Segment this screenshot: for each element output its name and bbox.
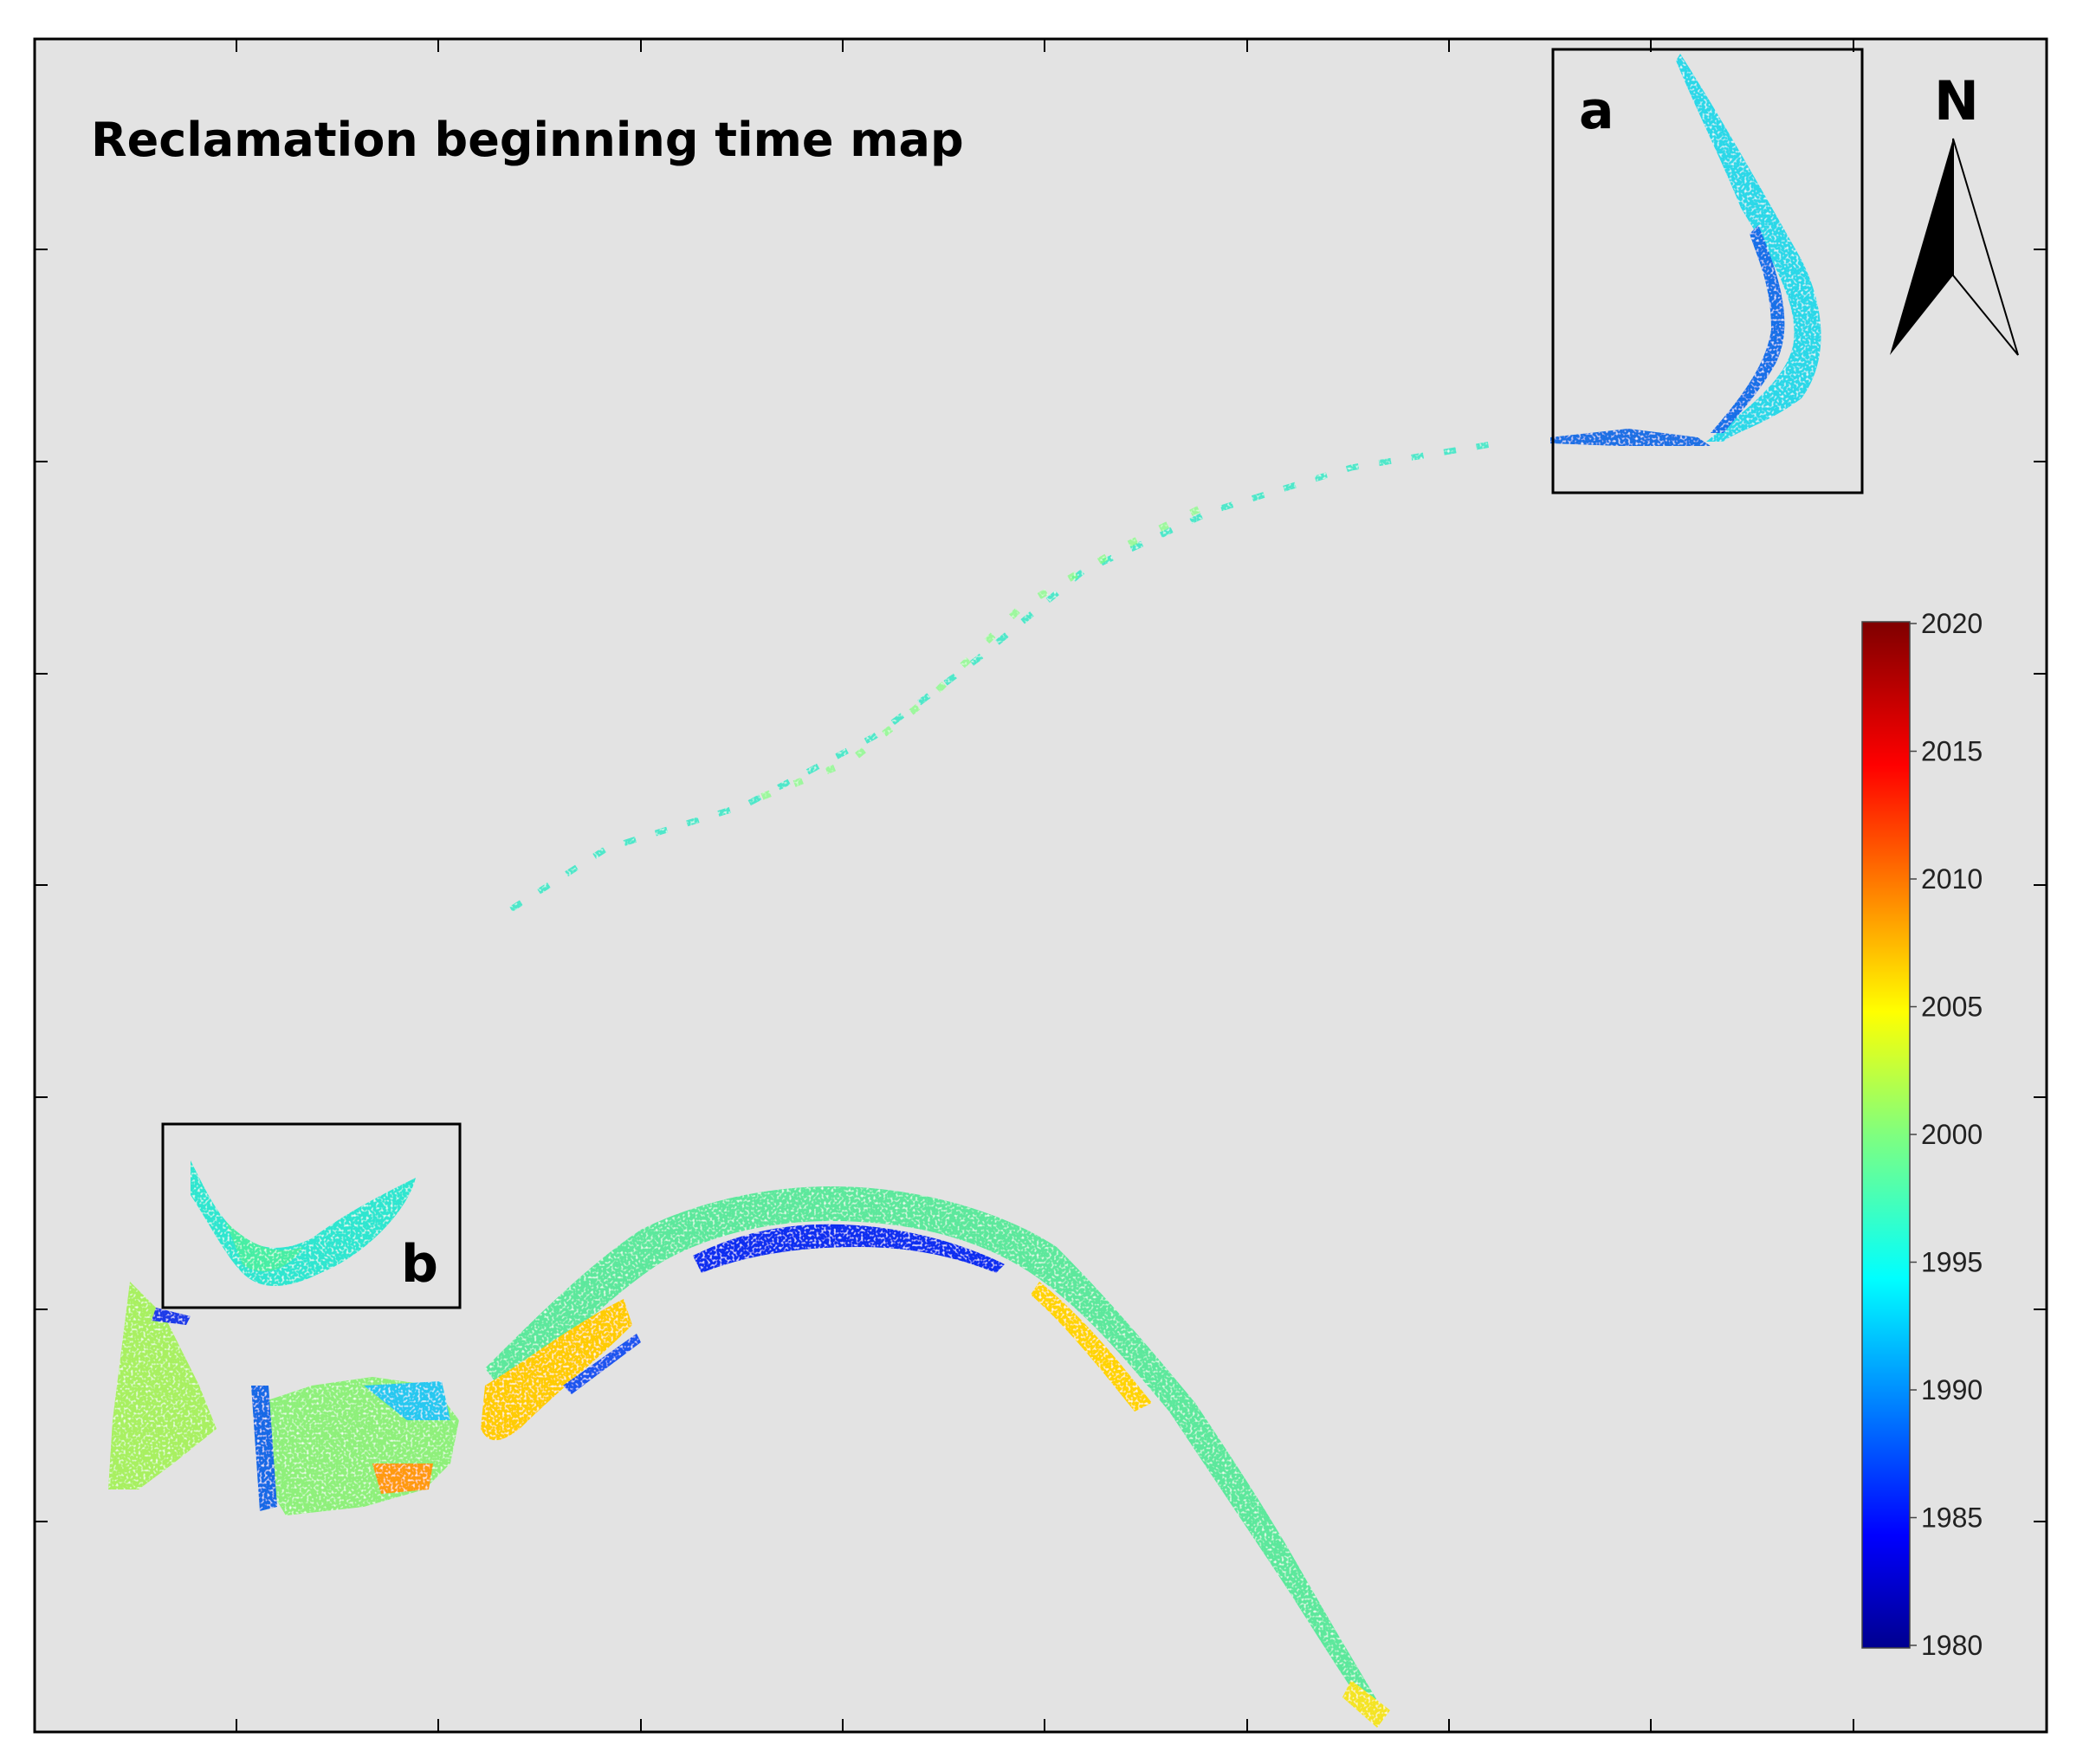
north-arrow: N [1890,69,2019,356]
inset-a-frame [1551,48,1864,494]
coast-strip-north [509,438,1508,912]
colorbar-tick-label: 1985 [1921,1502,1983,1534]
colorbar-ticks: 2020 2015 2010 2005 2000 1995 1990 1985 1980 [1910,608,1983,1661]
colorbar-gradient [1861,621,1911,1649]
inset-b-label: b [401,1234,438,1295]
west-dot [152,1308,191,1325]
sw-cluster-cyan [364,1381,450,1420]
mid-yellow-block [481,1299,632,1441]
north-label: N [1934,69,1979,132]
north-arrow-left-half [1890,139,1953,355]
north-arrow-right-half [1952,138,2019,356]
colorbar-tick-label: 1995 [1921,1247,1983,1278]
south-arc-outer [485,1186,1386,1719]
south-arc-yellow [1031,1282,1152,1412]
colorbar: 2020 2015 2010 2005 2000 1995 1990 1985 1980 [1861,608,1983,1661]
west-streak [108,1282,217,1489]
sw-cluster-blue-edge [251,1386,277,1511]
reclamation-areas [108,54,1821,1728]
coast-strip-north-2 [760,499,1214,800]
sw-cluster-orange [372,1464,433,1494]
inset-a-core [1711,225,1785,433]
inset-a-tail [1550,429,1711,446]
south-arc-tip [1342,1680,1390,1728]
south-arc-inner-blue [693,1224,1005,1273]
colorbar-tick-label: 1990 [1921,1374,1983,1405]
inset-b-core [225,1221,303,1272]
colorbar-tick-label: 2020 [1921,608,1983,639]
colorbar-tick-label: 2015 [1921,736,1983,767]
frame-ticks [35,39,2047,1732]
mid-blue-strip [563,1334,641,1394]
colorbar-tick-label: 2005 [1921,992,1983,1023]
map-title: Reclamation beginning time map [91,113,964,167]
colorbar-tick-label: 2010 [1921,863,1983,895]
colorbar-tick-label: 1980 [1921,1630,1983,1661]
inset-a-label: a [1579,81,1614,141]
inset-a-shape [1676,54,1821,442]
colorbar-tick-label: 2000 [1921,1119,1983,1150]
inset-b-frame [161,1122,462,1309]
